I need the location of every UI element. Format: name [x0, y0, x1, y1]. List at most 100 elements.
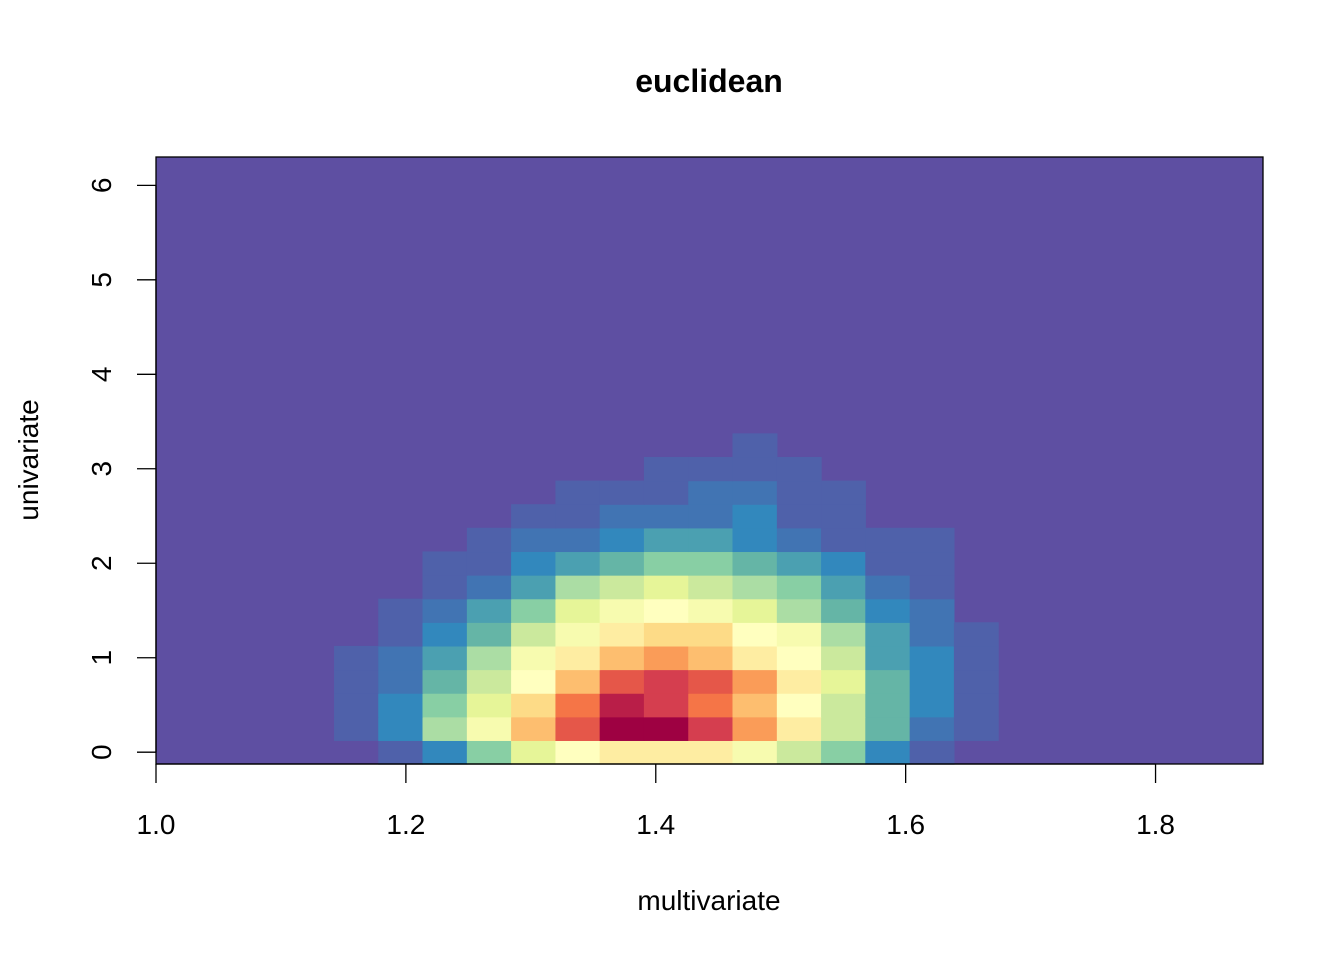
heatmap-cell [732, 622, 778, 647]
x-axis: 1.0 1.2 1.4 1.6 1.8 [137, 763, 1175, 840]
heatmap-cell [909, 622, 955, 647]
heatmap-cell [511, 693, 557, 718]
heatmap-cell [599, 645, 645, 671]
heatmap-cell [422, 575, 468, 600]
heatmap-cell [821, 645, 866, 671]
heatmap-cell [422, 598, 468, 623]
heatmap-cell [688, 527, 734, 553]
heatmap-cell [909, 598, 955, 623]
heatmap-cell [776, 693, 822, 718]
heatmap-cell [909, 716, 955, 741]
heatmap-cell [909, 693, 955, 718]
heatmap-cell [643, 669, 689, 694]
heatmap-cell [776, 622, 822, 647]
heatmap-cell [466, 551, 512, 576]
heatmap-cell [865, 716, 911, 741]
heatmap-cell [599, 622, 645, 647]
heatmap-cell [466, 693, 512, 718]
chart-title: euclidean [635, 63, 783, 99]
heatmap-cell [643, 504, 689, 529]
y-tick-label: 4 [86, 367, 117, 383]
y-tick-label: 1 [86, 650, 117, 666]
heatmap-cell [688, 504, 734, 529]
heatmap-cell [732, 504, 778, 529]
heatmap-cell [688, 575, 734, 600]
heatmap-cell [909, 669, 955, 694]
heatmap-cell [821, 716, 866, 741]
heatmap-cell [466, 740, 512, 765]
heatmap-cell [599, 480, 645, 505]
heatmap-cell [466, 669, 512, 694]
heatmap-cell [821, 527, 866, 553]
heatmap-cell [643, 575, 689, 600]
y-axis: 0 1 2 3 4 5 6 [86, 178, 157, 760]
heatmap-cell [688, 598, 734, 623]
heatmap-cells [334, 433, 999, 765]
y-tick-label: 3 [86, 461, 117, 477]
x-tick-label: 1.0 [137, 809, 176, 840]
heatmap-cell [378, 669, 424, 694]
heatmap-cell [821, 669, 866, 694]
heatmap-cell [555, 551, 601, 576]
heatmap-cell [732, 433, 778, 458]
heatmap-cell [776, 456, 822, 482]
heatmap-cell [422, 716, 468, 741]
heatmap-cell [555, 669, 601, 694]
heatmap-cell [821, 693, 866, 718]
heatmap-cell [511, 575, 557, 600]
heatmap-cell [688, 740, 734, 765]
y-axis-label: univariate [13, 399, 44, 520]
heatmap-cell [688, 622, 734, 647]
heatmap-cell [821, 480, 866, 505]
heatmap-cell [865, 551, 911, 576]
heatmap-cell [511, 622, 557, 647]
heatmap-cell [776, 480, 822, 505]
heatmap-cell [555, 622, 601, 647]
heatmap-cell [643, 645, 689, 671]
heatmap-cell [599, 551, 645, 576]
heatmap-cell [555, 740, 601, 765]
heatmap-cell [378, 716, 424, 741]
heatmap-cell [776, 551, 822, 576]
heatmap-cell [555, 716, 601, 741]
heatmap-cell [422, 645, 468, 671]
heatmap-cell [776, 598, 822, 623]
y-tick-label: 5 [86, 272, 117, 288]
heatmap-cell [688, 645, 734, 671]
heatmap-cell [865, 527, 911, 553]
heatmap-cell [865, 693, 911, 718]
heatmap-cell [909, 645, 955, 671]
heatmap-cell [466, 575, 512, 600]
heatmap-cell [643, 527, 689, 553]
heatmap-cell [422, 669, 468, 694]
heatmap-cell [821, 504, 866, 529]
heatmap-cell [422, 693, 468, 718]
heatmap-cell [953, 645, 999, 671]
heatmap-cell [555, 504, 601, 529]
heatmap-cell [732, 480, 778, 505]
heatmap-cell [865, 669, 911, 694]
heatmap-cell [688, 551, 734, 576]
heatmap-cell [776, 669, 822, 694]
x-tick-label: 1.2 [386, 809, 425, 840]
heatmap-cell [909, 551, 955, 576]
heatmap-cell [466, 598, 512, 623]
heatmap-cell [776, 575, 822, 600]
heatmap-cell [821, 598, 866, 623]
y-tick-label: 6 [86, 178, 117, 194]
heatmap-cell [776, 716, 822, 741]
heatmap-cell [599, 693, 645, 718]
heatmap-cell [334, 716, 379, 741]
x-axis-label: multivariate [637, 885, 780, 916]
heatmap-cell [466, 622, 512, 647]
heatmap-cell [378, 598, 424, 623]
heatmap-cell [953, 622, 999, 647]
heatmap-cell [599, 575, 645, 600]
heatmap-cell [599, 716, 645, 741]
heatmap-cell [732, 693, 778, 718]
heatmap-cell [865, 622, 911, 647]
heatmap-cell [378, 645, 424, 671]
heatmap-cell [732, 575, 778, 600]
heatmap-cell [555, 575, 601, 600]
